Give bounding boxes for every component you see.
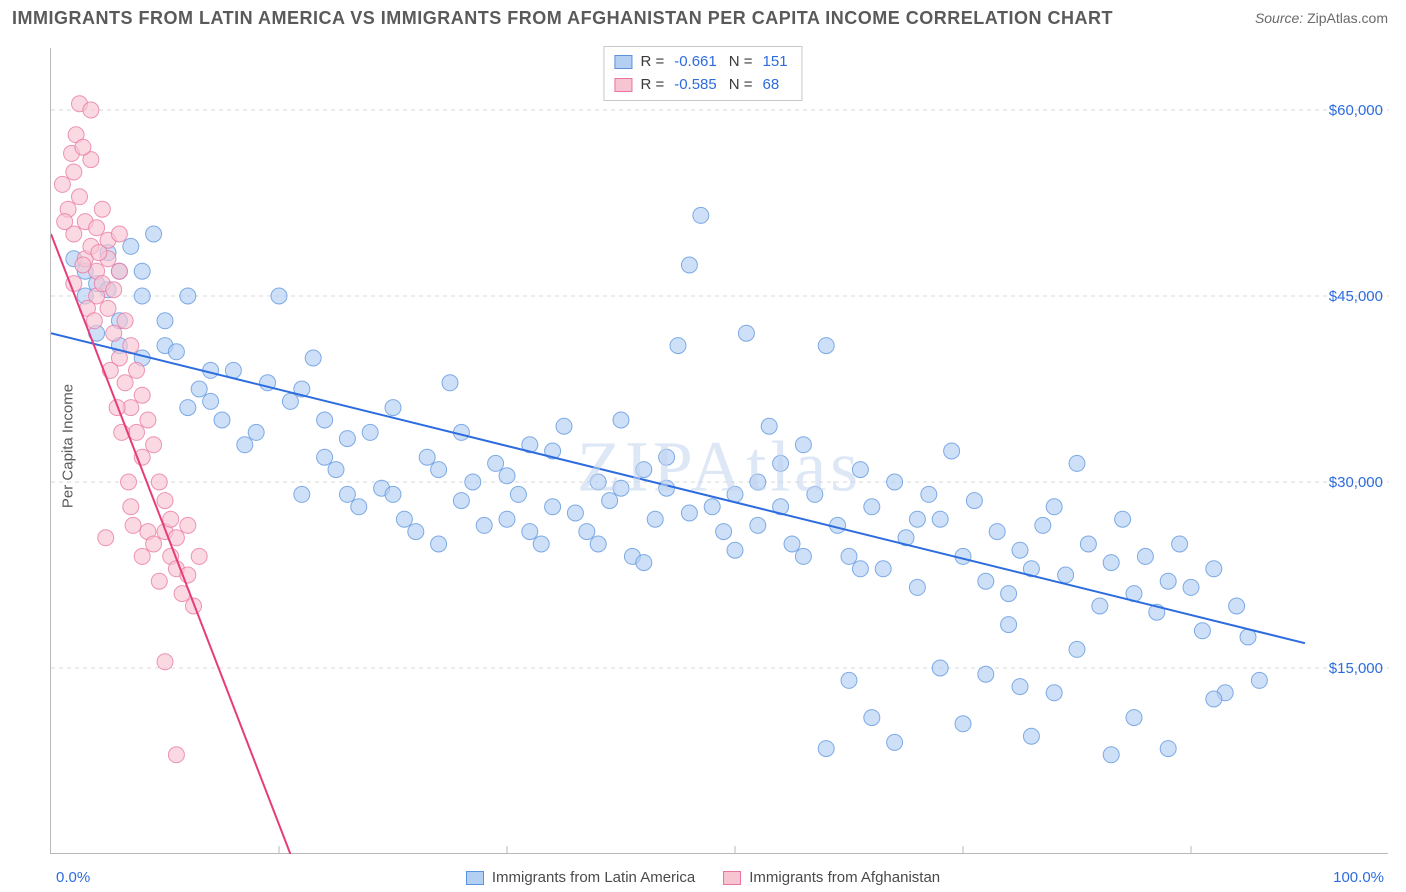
source-label: Source:: [1255, 10, 1303, 26]
r-label: R =: [640, 74, 664, 97]
chart-plot-area: $15,000$30,000$45,000$60,000 ZIPAtlas: [50, 48, 1388, 854]
r-label: R =: [640, 51, 664, 74]
n-label: N =: [729, 51, 753, 74]
legend-row: R = -0.661 N = 151: [614, 51, 791, 74]
source-value: ZipAtlas.com: [1307, 10, 1388, 26]
source-attribution: Source: ZipAtlas.com: [1255, 10, 1388, 26]
n-value: 68: [763, 74, 780, 97]
legend-item: Immigrants from Latin America: [466, 869, 695, 886]
svg-text:$60,000: $60,000: [1329, 102, 1383, 119]
legend-swatch-pink: [723, 871, 741, 885]
n-label: N =: [729, 74, 753, 97]
svg-text:$15,000: $15,000: [1329, 660, 1383, 677]
svg-text:$45,000: $45,000: [1329, 288, 1383, 305]
n-value: 151: [763, 51, 788, 74]
legend-label: Immigrants from Afghanistan: [749, 869, 940, 886]
legend-label: Immigrants from Latin America: [492, 869, 695, 886]
r-value: -0.585: [674, 74, 717, 97]
legend-row: R = -0.585 N = 68: [614, 74, 791, 97]
svg-text:$30,000: $30,000: [1329, 474, 1383, 491]
chart-title: IMMIGRANTS FROM LATIN AMERICA VS IMMIGRA…: [12, 8, 1113, 29]
correlation-legend: R = -0.661 N = 151 R = -0.585 N = 68: [603, 46, 802, 101]
chart-svg: $15,000 $30,000 $45,000 $60,000: [51, 48, 1389, 854]
legend-item: Immigrants from Afghanistan: [723, 869, 940, 886]
series-legend: Immigrants from Latin America Immigrants…: [0, 869, 1406, 886]
legend-swatch-pink: [614, 78, 632, 92]
legend-swatch-blue: [466, 871, 484, 885]
legend-swatch-blue: [614, 55, 632, 69]
r-value: -0.661: [674, 51, 717, 74]
